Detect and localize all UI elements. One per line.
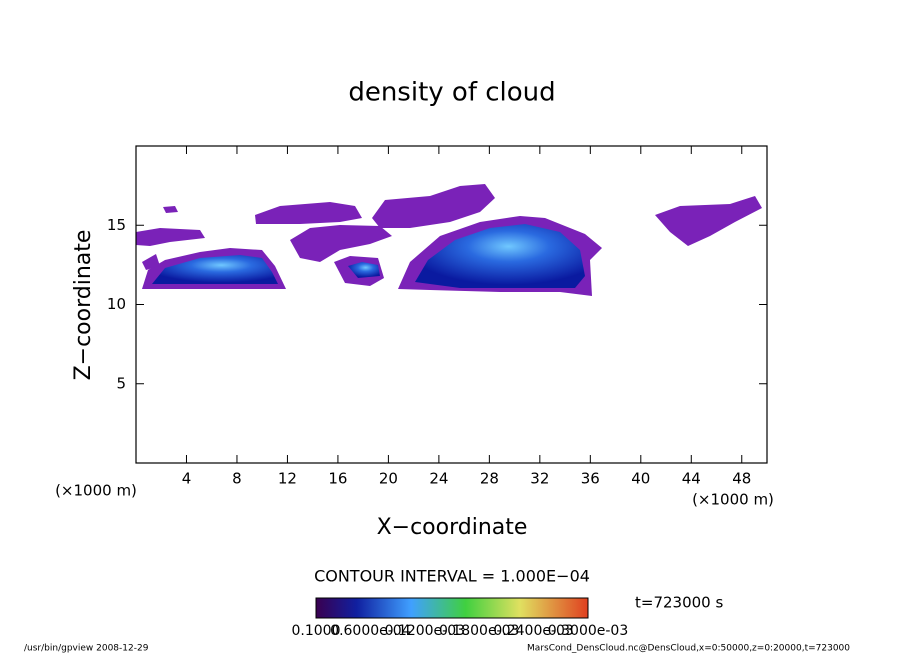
cloud-region — [142, 254, 160, 270]
colorbar-label: 0.6000e-04 — [330, 623, 411, 639]
cloud-core — [152, 255, 278, 284]
contour-interval: CONTOUR INTERVAL = 1.000E−04 — [314, 567, 590, 586]
x-tick-label: 44 — [682, 470, 701, 488]
x-tick-label: 24 — [429, 470, 448, 488]
x-tick-label: 20 — [379, 470, 398, 488]
x-tick-label: 16 — [328, 470, 347, 488]
x-tick-label: 36 — [581, 470, 600, 488]
colorbar-label: 0.1200e-03 — [385, 623, 465, 639]
cloud-region — [255, 202, 362, 224]
y-tick-label: 15 — [107, 216, 126, 234]
x-tick-label: 32 — [530, 470, 549, 488]
colorbar-label: 0.3000e-03 — [548, 623, 628, 639]
x-unit: (×1000 m) — [692, 491, 774, 509]
cloud-field — [136, 184, 762, 296]
x-tick-label: 28 — [480, 470, 499, 488]
y-axis-label: Z−coordinate — [71, 230, 96, 381]
x-tick-label: 4 — [182, 470, 192, 488]
x-tick-label: 40 — [631, 470, 650, 488]
cloud-region — [163, 206, 178, 213]
y-tick-label: 10 — [107, 295, 126, 313]
y-tick-label: 5 — [116, 374, 126, 392]
colorbar-label: 0.2400e-03 — [493, 623, 573, 639]
cloud-core — [348, 262, 380, 278]
footer: /usr/bin/gpview 2008-12-29 — [24, 644, 149, 654]
footer: MarsCond_DensCloud.nc@DensCloud,x=0:5000… — [527, 644, 850, 654]
cloud-core — [415, 224, 585, 288]
time-label: t=723000 s — [635, 594, 723, 612]
cloud-region — [290, 225, 392, 262]
x-tick-label: 12 — [278, 470, 297, 488]
colorbar — [315, 597, 589, 619]
cloud-region — [372, 184, 495, 228]
chart-title: density of cloud — [348, 78, 555, 108]
cloud-region — [655, 196, 762, 246]
colorbar-label: 0.1000 — [292, 623, 341, 639]
x-tick-label: 8 — [232, 470, 242, 488]
cloud-region — [136, 228, 205, 246]
x-tick-label: 48 — [732, 470, 751, 488]
x-axis-label: X−coordinate — [377, 515, 528, 540]
x-unit: (×1000 m) — [55, 482, 137, 500]
colorbar-label: 0.1800e-03 — [439, 623, 519, 639]
